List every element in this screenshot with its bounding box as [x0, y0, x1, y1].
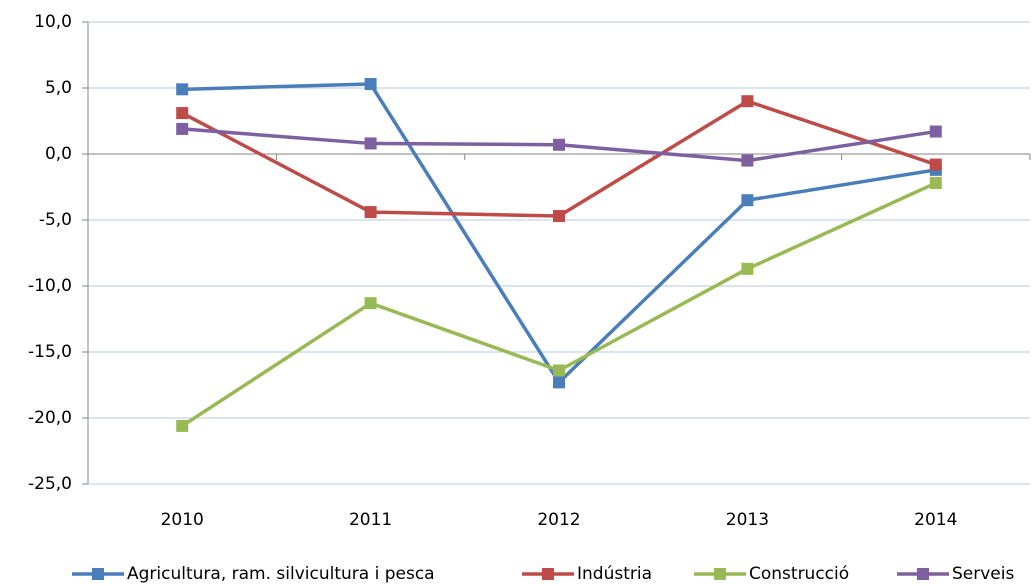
x-tick-label: 2014	[914, 510, 957, 530]
x-tick-label: 2012	[537, 510, 580, 530]
data-marker	[176, 419, 189, 432]
x-tick-label: 2010	[161, 510, 204, 530]
legend-label: Serveis	[952, 564, 1014, 584]
legend-label: Agricultura, ram. silvicultura i pesca	[127, 564, 435, 584]
data-marker	[364, 78, 377, 91]
data-marker	[741, 154, 754, 167]
series-line	[181, 99, 937, 218]
y-tick-label: -15,0	[28, 342, 72, 362]
data-marker	[929, 125, 942, 138]
data-marker	[929, 158, 942, 171]
data-marker	[741, 262, 754, 275]
y-tick-label: 10,0	[34, 12, 72, 32]
data-marker	[929, 177, 942, 190]
data-marker	[176, 83, 189, 96]
data-marker	[553, 364, 565, 377]
data-marker	[553, 138, 565, 151]
y-tick-label: -20,0	[28, 408, 72, 428]
legend-marker	[917, 568, 929, 580]
data-marker	[364, 137, 377, 150]
y-tick-label: 5,0	[45, 78, 72, 98]
legend-label: Construcció	[749, 564, 849, 584]
y-tick-label: 0,0	[45, 144, 72, 164]
legend-marker	[542, 568, 554, 580]
legend-label: Indústria	[577, 564, 652, 584]
legend-marker	[92, 568, 104, 580]
data-marker	[176, 122, 189, 135]
x-tick-label: 2013	[726, 510, 769, 530]
data-marker	[364, 297, 377, 310]
data-marker	[553, 376, 565, 389]
y-tick-label: -5,0	[39, 210, 72, 230]
x-tick-label: 2011	[349, 510, 392, 530]
data-marker	[741, 194, 754, 207]
legend-marker	[714, 568, 726, 580]
y-tick-label: -10,0	[28, 276, 72, 296]
data-marker	[364, 206, 377, 219]
data-marker	[176, 107, 189, 120]
data-marker	[553, 210, 565, 223]
data-marker	[741, 95, 754, 108]
y-tick-label: -25,0	[28, 474, 72, 494]
